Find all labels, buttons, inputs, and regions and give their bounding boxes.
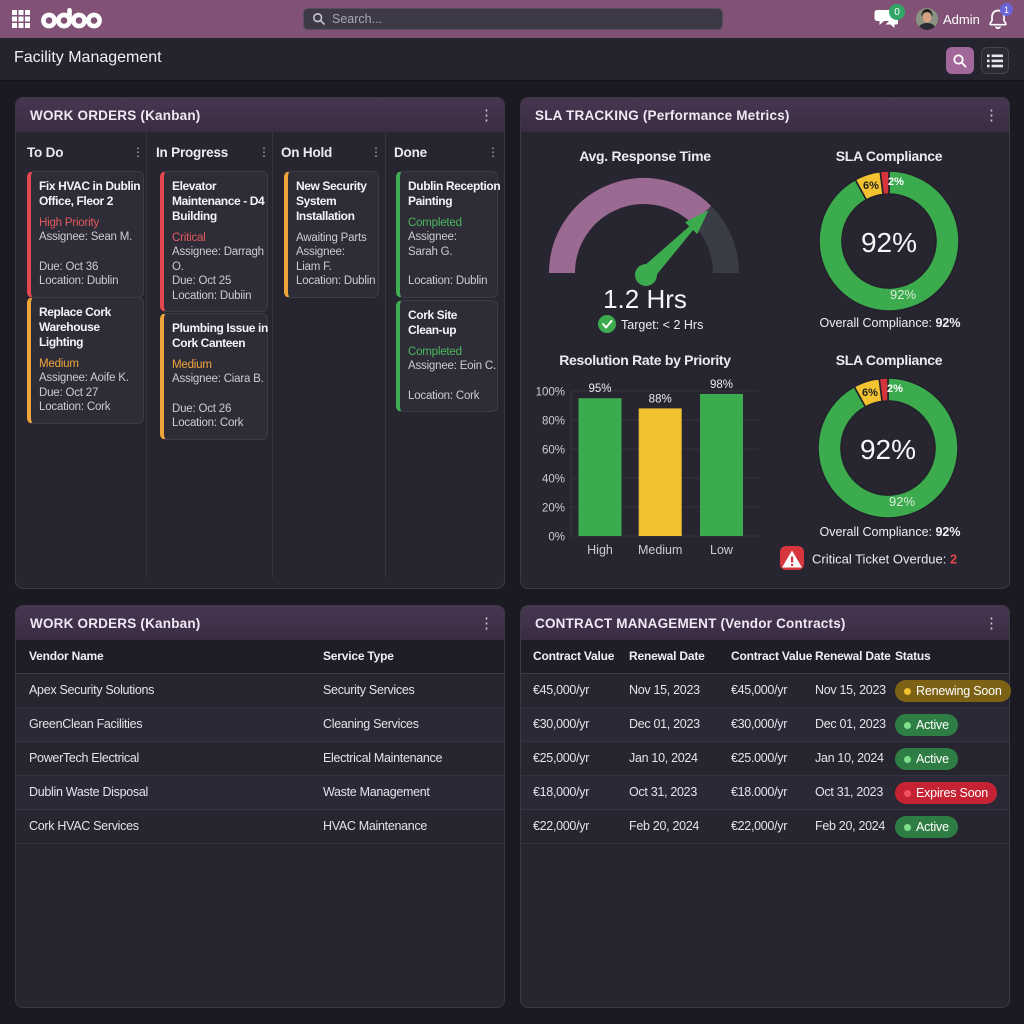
- svg-text:98%: 98%: [710, 379, 733, 391]
- svg-text:6%: 6%: [862, 387, 878, 399]
- svg-text:88%: 88%: [649, 393, 672, 405]
- svg-text:1.2 Hrs: 1.2 Hrs: [603, 284, 687, 314]
- svg-text:80%: 80%: [542, 416, 565, 428]
- svg-text:6%: 6%: [863, 180, 879, 192]
- svg-text:Low: Low: [710, 543, 734, 557]
- svg-text:92%: 92%: [890, 287, 916, 302]
- svg-text:60%: 60%: [542, 445, 565, 457]
- svg-text:92%: 92%: [860, 434, 916, 465]
- svg-text:95%: 95%: [588, 383, 611, 395]
- svg-text:Resolution Rate by Priority: Resolution Rate by Priority: [559, 352, 731, 368]
- svg-text:100%: 100%: [536, 387, 565, 399]
- svg-text:SLA Compliance: SLA Compliance: [836, 352, 943, 368]
- svg-text:SLA Compliance: SLA Compliance: [836, 148, 943, 164]
- svg-text:20%: 20%: [542, 503, 565, 515]
- svg-text:2%: 2%: [888, 176, 904, 188]
- svg-text:Critical Ticket Overdue: 2: Critical Ticket Overdue: 2: [812, 552, 957, 567]
- svg-text:High: High: [587, 543, 613, 557]
- svg-text:Target: < 2 Hrs: Target: < 2 Hrs: [621, 318, 703, 332]
- svg-text:92%: 92%: [861, 227, 917, 258]
- svg-text:Overall Compliance: 92%: Overall Compliance: 92%: [819, 525, 960, 539]
- svg-text:Medium: Medium: [638, 543, 682, 557]
- svg-text:92%: 92%: [889, 494, 915, 509]
- svg-text:Overall Compliance: 92%: Overall Compliance: 92%: [819, 316, 960, 330]
- svg-text:Avg. Response Time: Avg. Response Time: [579, 148, 711, 164]
- svg-text:40%: 40%: [542, 474, 565, 486]
- svg-text:0%: 0%: [548, 532, 565, 544]
- svg-text:2%: 2%: [887, 383, 903, 395]
